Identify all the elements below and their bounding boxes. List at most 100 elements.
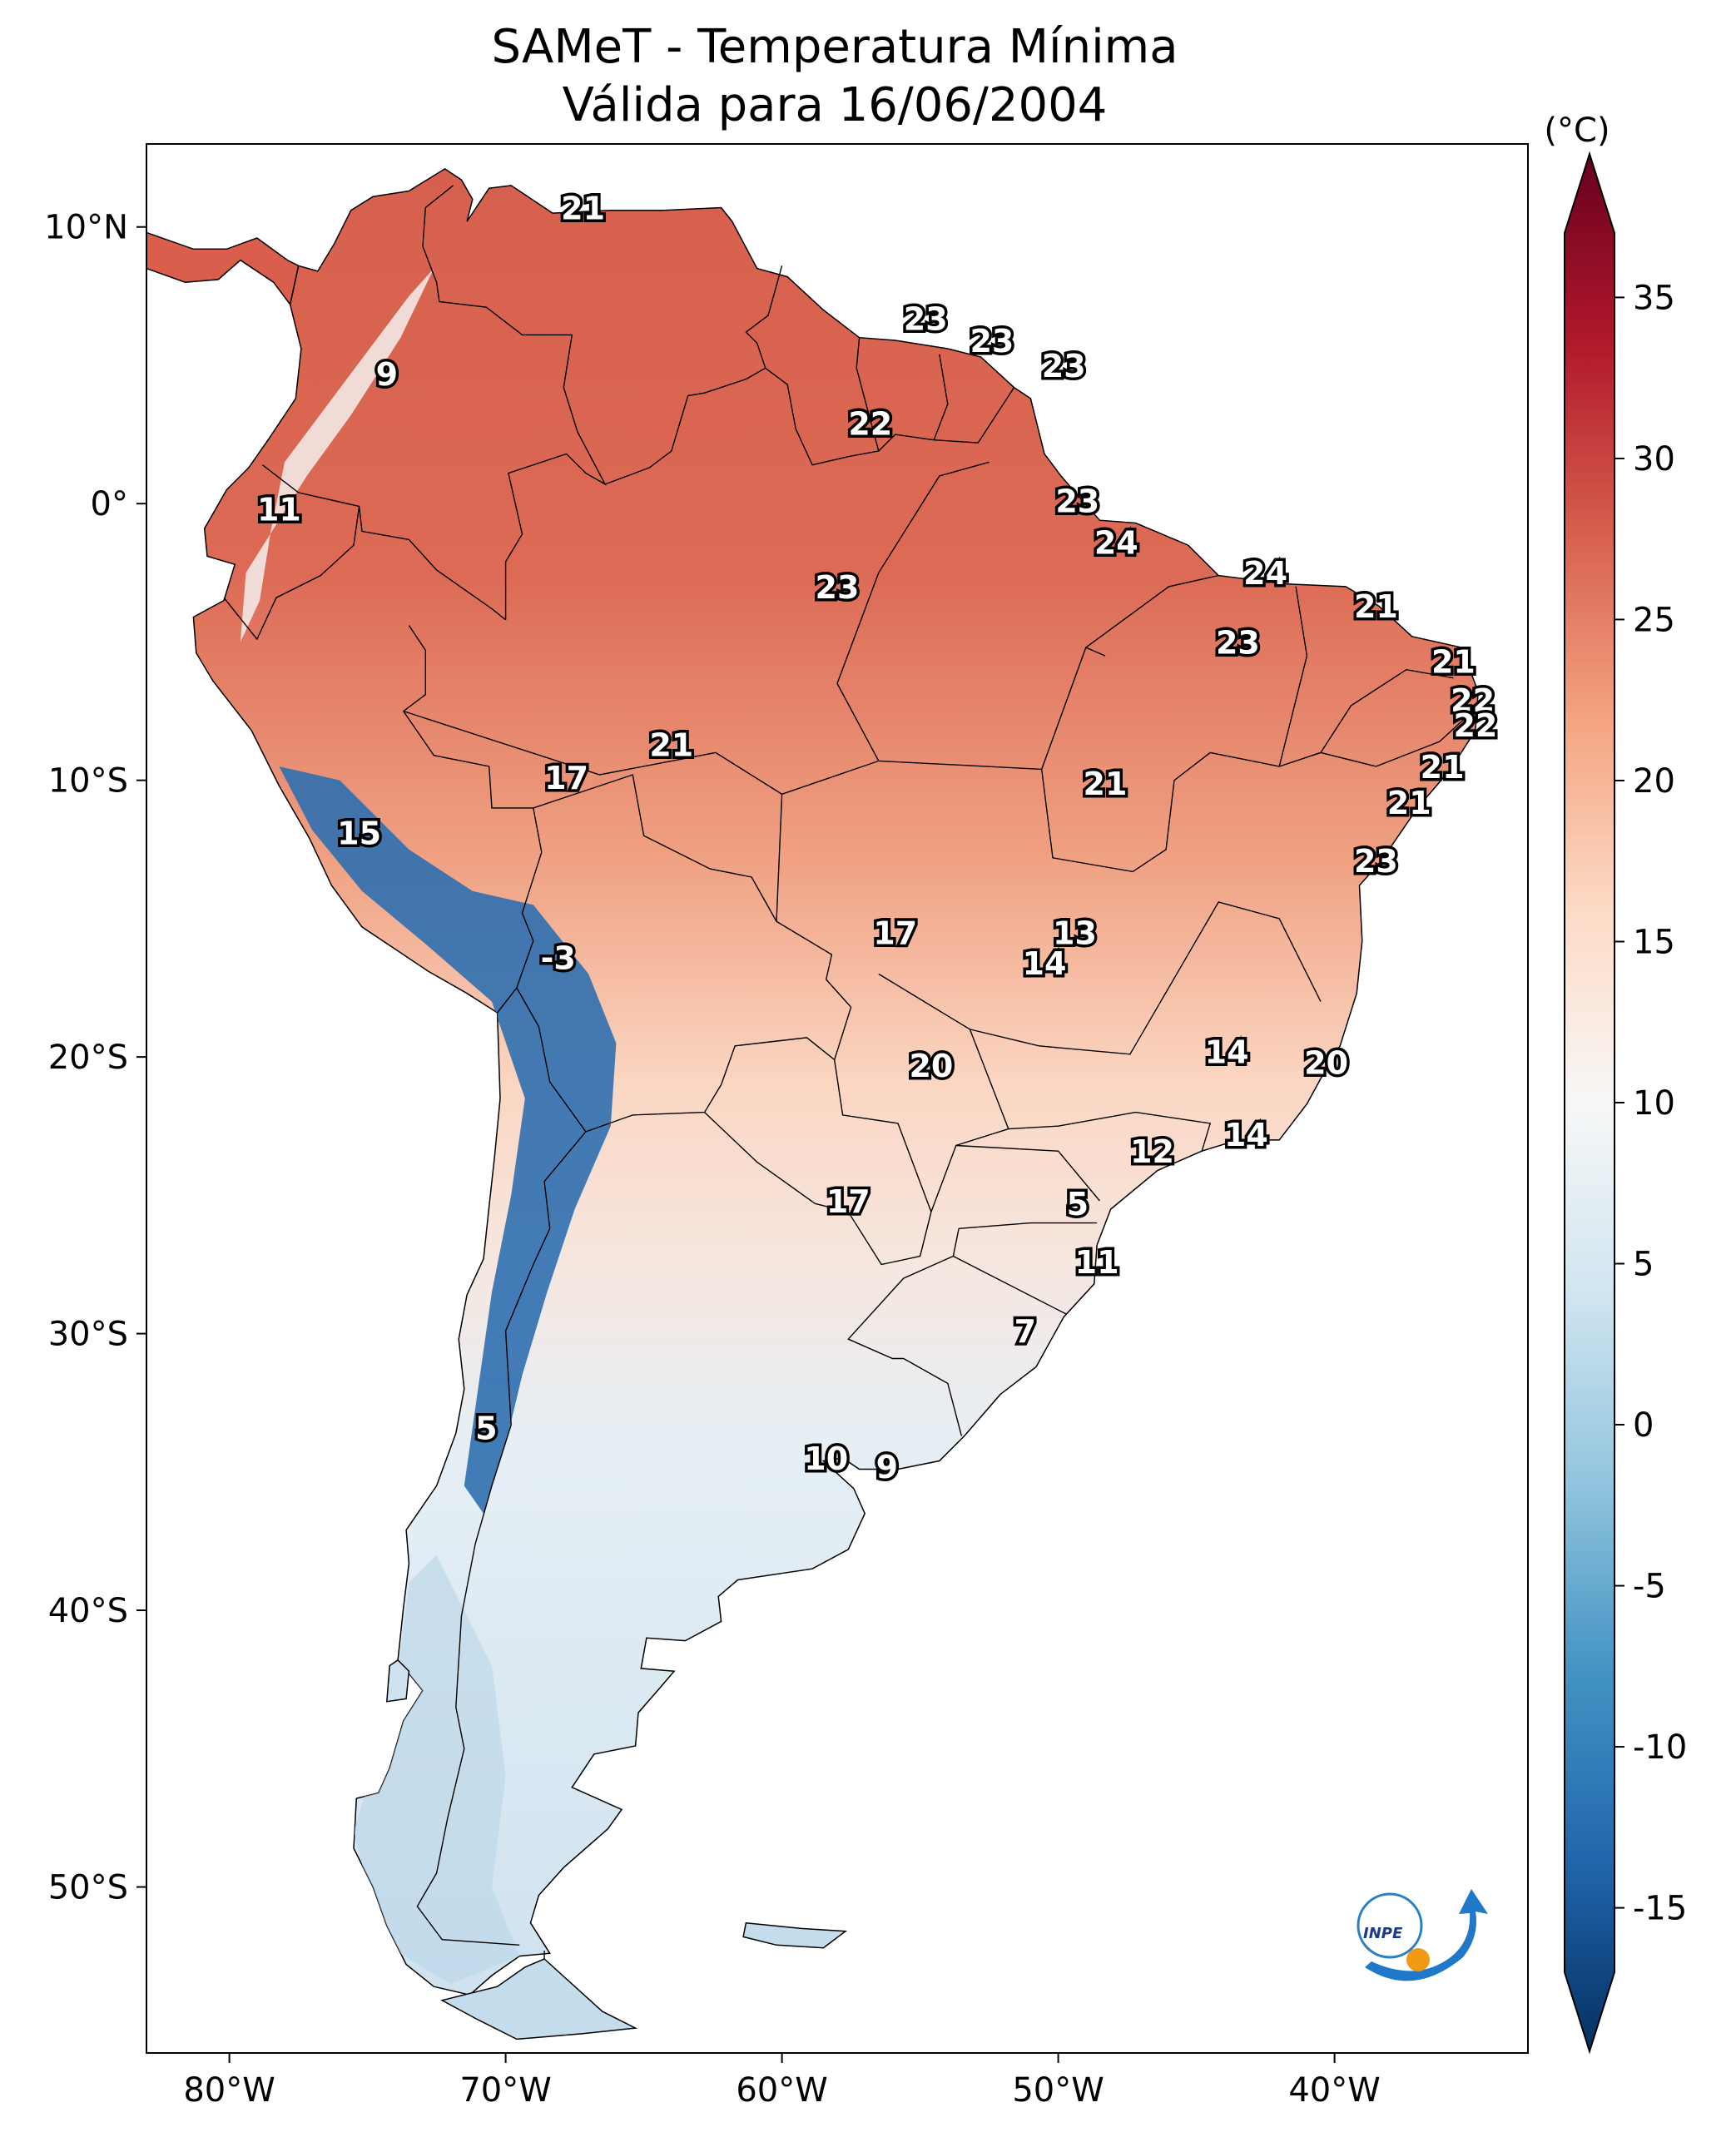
- temperature-field-overlays: [240, 268, 617, 1984]
- station-value-label: 12: [1130, 1133, 1174, 1170]
- south-america-landmass: [192, 168, 1479, 1996]
- border-line: [930, 1029, 1009, 1212]
- station-value-label: 21: [1431, 644, 1476, 681]
- station-value-label: 5: [475, 1411, 497, 1447]
- station-value-label: 14: [1224, 1117, 1268, 1153]
- station-value-label: 23: [1216, 624, 1260, 661]
- title-line-1: SAMeT - Temperatura Mínima: [491, 20, 1178, 74]
- colorbar-tick-label: 35: [1633, 279, 1675, 317]
- border-line: [1008, 1111, 1212, 1152]
- station-value-label: 9: [376, 356, 398, 393]
- station-value-label: 24: [1243, 555, 1287, 592]
- station-value-label: 7: [1014, 1313, 1036, 1350]
- colorbar-tick-label: 30: [1633, 440, 1675, 478]
- station-value-label: 17: [544, 760, 588, 796]
- chiloe-island: [385, 1659, 410, 1703]
- border-line: [1085, 574, 1219, 648]
- lat-tick-label: 50°S: [48, 1869, 128, 1907]
- station-value-label: 23: [1354, 843, 1398, 880]
- station-value-label: 23: [904, 300, 948, 337]
- border-line: [1376, 711, 1474, 767]
- logo-swoosh-icon: [1365, 1889, 1488, 1981]
- latitude-axis: 10°N 0° 10°S 20°S 30°S 40°S 50°S: [44, 209, 146, 1907]
- border-line: [422, 185, 607, 620]
- border-line: [955, 1144, 1100, 1202]
- border-line: [836, 461, 990, 761]
- lat-tick-label: 40°S: [48, 1592, 128, 1630]
- lon-tick-label: 50°W: [1012, 2071, 1104, 2110]
- station-value-label: 24: [1094, 525, 1138, 562]
- border-line: [516, 987, 836, 1133]
- station-value-label: 21: [649, 726, 693, 763]
- border-line: [604, 265, 783, 485]
- station-value-label: 5: [1067, 1186, 1089, 1222]
- colorbar-tick-label: -10: [1633, 1728, 1687, 1767]
- station-value-label: 11: [1075, 1244, 1119, 1281]
- border-line: [847, 1228, 963, 1436]
- station-value-label: 21: [1354, 588, 1398, 625]
- border-line: [533, 774, 852, 1060]
- border-line: [834, 1059, 932, 1212]
- station-value-label: -3: [541, 940, 576, 976]
- border-line: [953, 1255, 1067, 1315]
- lon-tick-label: 70°W: [459, 2071, 551, 2110]
- lat-tick-label: 0°: [91, 485, 128, 523]
- border-line: [402, 625, 543, 1014]
- station-value-label: 11: [257, 492, 301, 528]
- islands: [146, 231, 848, 2040]
- station-value-label: 21: [561, 190, 605, 226]
- longitude-axis: 80°W 70°W 60°W 50°W 40°W: [183, 2053, 1381, 2110]
- station-value-label: 13: [1053, 915, 1097, 951]
- lat-tick-label: 10°S: [48, 762, 128, 801]
- map-title: SAMeT - Temperatura Mínima Válida para 1…: [144, 18, 1525, 135]
- colorbar-unit-label: (°C): [1544, 112, 1610, 150]
- station-value-label: 21: [1084, 766, 1128, 802]
- border-line: [704, 1112, 932, 1266]
- station-value-label: 14: [1205, 1034, 1249, 1070]
- station-value-label: 22: [1451, 682, 1495, 719]
- central-america-landmass: [146, 231, 300, 306]
- colorbar-tick-label: 5: [1633, 1246, 1654, 1284]
- station-value-label: 23: [1042, 348, 1086, 384]
- colorbar: (°C) 35 30 25 20 15 10 5 0 -5 -10 -15: [1544, 112, 1687, 2055]
- lat-tick-label: 30°S: [48, 1316, 128, 1354]
- border-line: [261, 464, 507, 621]
- border-line: [1278, 586, 1308, 767]
- station-value-label: 22: [1453, 707, 1497, 744]
- station-value-label: 20: [909, 1048, 953, 1084]
- colorbar-tick-label: 20: [1633, 762, 1675, 801]
- station-value-label: 20: [1304, 1045, 1348, 1082]
- lat-tick-label: 10°N: [44, 209, 128, 247]
- patagonia-cool-zone: [354, 1554, 520, 1984]
- station-value-label: 17: [873, 915, 917, 951]
- station-value-label: 22: [848, 406, 892, 443]
- northern-andes-cool-zone: [240, 268, 434, 642]
- border-line: [776, 794, 783, 922]
- inpe-logo: INPE: [1357, 1889, 1488, 1981]
- colorbar-tick-label: -5: [1633, 1568, 1666, 1606]
- map-frame: [146, 143, 1529, 2054]
- station-value-label: 9: [876, 1449, 898, 1485]
- lat-tick-label: 20°S: [48, 1039, 128, 1077]
- colorbar-tick-label: 25: [1633, 601, 1675, 639]
- colorbar-tick-label: 0: [1633, 1406, 1654, 1445]
- border-line: [1041, 751, 1376, 873]
- station-value-label: 17: [826, 1183, 870, 1220]
- station-value-label: 15: [337, 816, 381, 852]
- border-line: [1320, 668, 1454, 753]
- falkland-islands: [742, 1921, 848, 1949]
- colorbar-tick-label: 15: [1633, 923, 1675, 961]
- border-line: [934, 387, 1015, 444]
- logo-text: INPE: [1363, 1925, 1403, 1942]
- lon-tick-label: 80°W: [183, 2071, 275, 2110]
- lon-tick-label: 40°W: [1288, 2071, 1380, 2110]
- station-value-label: 21: [1387, 785, 1431, 821]
- title-line-2: Válida para 16/06/2004: [562, 78, 1108, 132]
- lon-tick-label: 60°W: [736, 2071, 827, 2110]
- station-value-label: 10: [804, 1440, 848, 1477]
- border-line: [959, 1222, 1098, 1229]
- station-value-label: 23: [1055, 483, 1099, 520]
